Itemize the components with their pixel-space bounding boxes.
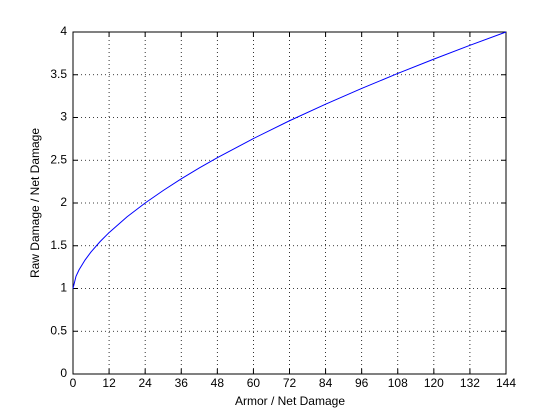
y-tick-label: 1 <box>60 281 67 295</box>
line-series <box>72 31 507 289</box>
y-tick-label: 4 <box>60 24 67 38</box>
x-tick-label: 60 <box>247 376 261 390</box>
y-axis-label: Raw Damage / Net Damage <box>28 128 42 278</box>
x-tick-label: 72 <box>283 376 297 390</box>
x-tick-label: 84 <box>319 376 333 390</box>
y-tick-label: 0 <box>60 366 67 380</box>
x-tick-label: 108 <box>388 376 408 390</box>
x-tick-label: 24 <box>138 376 152 390</box>
x-tick-label: 48 <box>211 376 225 390</box>
x-tick-label: 132 <box>460 376 480 390</box>
y-tick-label: 3.5 <box>50 67 67 81</box>
y-tick-label: 0.5 <box>50 323 67 337</box>
x-tick-label: 12 <box>102 376 116 390</box>
y-tick-label: 3 <box>60 110 67 124</box>
x-tick-label: 96 <box>355 376 369 390</box>
x-tick-label: 0 <box>70 376 77 390</box>
x-tick-label: 36 <box>175 376 189 390</box>
x-tick-label: 144 <box>496 376 516 390</box>
y-tick-label: 1.5 <box>50 238 67 252</box>
y-tick-label: 2.5 <box>50 152 67 166</box>
x-tick-label: 120 <box>424 376 444 390</box>
y-tick-label: 2 <box>60 195 67 209</box>
x-axis-label: Armor / Net Damage <box>235 394 345 408</box>
